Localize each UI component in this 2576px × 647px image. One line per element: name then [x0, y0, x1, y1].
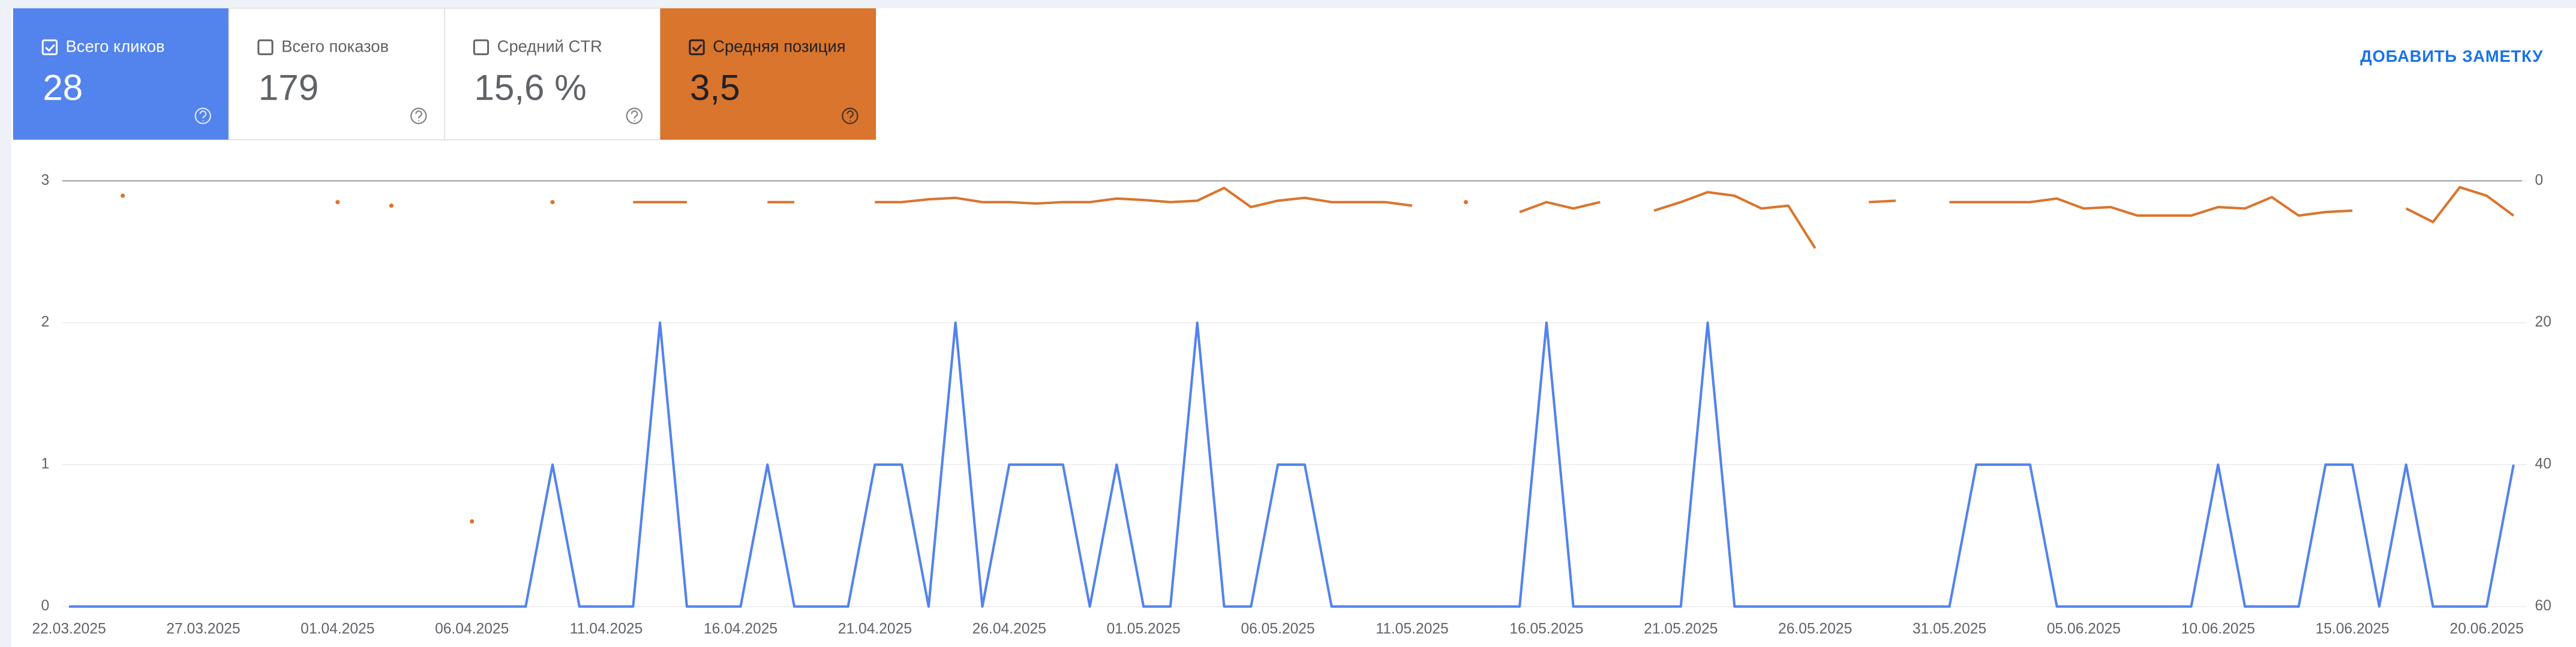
metric-card[interactable]: Всего кликов 28	[13, 8, 229, 140]
y2-tick-label: 0	[2535, 172, 2544, 188]
x-tick-label: 16.05.2025	[1509, 621, 1583, 637]
card-label: Всего кликов	[66, 37, 165, 56]
checkbox[interactable]	[473, 39, 490, 55]
help-icon[interactable]	[842, 107, 858, 124]
metric-card[interactable]: Средняя позиция 3,5	[660, 8, 876, 140]
x-tick-label: 16.04.2025	[704, 621, 777, 637]
series-line	[69, 321, 2515, 608]
metric-card[interactable]: Всего показов 179	[228, 7, 445, 140]
y-tick-label: 3	[41, 172, 49, 188]
x-tick-label: 27.03.2025	[166, 621, 240, 637]
x-tick-label: 05.06.2025	[2047, 621, 2121, 637]
x-tick-label: 21.04.2025	[838, 621, 912, 637]
x-tick-label: 21.05.2025	[1644, 621, 1718, 637]
data-point	[335, 200, 340, 205]
series-line	[1949, 196, 2353, 217]
data-point	[121, 193, 125, 198]
help-icon-glyph	[199, 110, 207, 121]
card-label: Средняя позиция	[713, 37, 845, 56]
metric-card[interactable]: Средний CTR 15,6 %	[444, 7, 661, 140]
card-background	[228, 7, 445, 140]
card-background	[13, 8, 229, 140]
x-tick-label: 06.04.2025	[435, 621, 509, 637]
help-icon[interactable]	[626, 107, 643, 124]
series-line	[2405, 185, 2515, 223]
x-tick-label: 06.05.2025	[1241, 621, 1314, 637]
series-line	[1519, 200, 1601, 214]
series-line	[1869, 199, 1896, 203]
checkmark	[45, 44, 55, 52]
x-tick-label: 11.05.2025	[1376, 621, 1448, 637]
series-line	[1653, 191, 1817, 249]
x-tick-label: 26.05.2025	[1778, 621, 1852, 637]
x-tick-label: 20.06.2025	[2450, 621, 2524, 637]
y-tick-label: 0	[41, 598, 49, 614]
checkbox[interactable]	[257, 39, 274, 55]
card-background	[660, 8, 876, 140]
help-icon-glyph	[415, 110, 422, 121]
x-tick-label: 11.04.2025	[570, 621, 643, 637]
card-label: Средний CTR	[497, 37, 602, 56]
y2-tick-label: 60	[2535, 598, 2551, 614]
help-icon[interactable]	[410, 107, 427, 124]
data-point	[550, 200, 555, 205]
card-value: 3,5	[690, 67, 740, 108]
series-line	[875, 187, 1413, 209]
help-icon-glyph	[846, 110, 854, 121]
y2-tick-label: 40	[2535, 456, 2551, 472]
x-tick-label: 31.05.2025	[1913, 621, 1986, 637]
y2-tick-label: 20	[2535, 314, 2551, 330]
x-tick-label: 15.06.2025	[2316, 621, 2389, 637]
x-tick-label: 01.05.2025	[1107, 621, 1181, 637]
chart: 0 1 2 3 0 20 40 60 22.03.2025 27.03.2025 01.04.202…	[32, 172, 2551, 637]
data-point	[470, 519, 475, 524]
card-background	[444, 7, 661, 140]
help-icon-glyph	[631, 110, 638, 121]
add-note-button[interactable]: ДОБАВИТЬ ЗАМЕТКУ	[2360, 47, 2543, 65]
data-point	[389, 203, 394, 208]
y-tick-label: 2	[41, 314, 49, 330]
help-icon[interactable]	[194, 107, 211, 124]
checkbox[interactable]	[41, 39, 58, 55]
checkbox[interactable]	[689, 39, 705, 55]
x-tick-label: 26.04.2025	[972, 621, 1046, 637]
card-label: Всего показов	[281, 37, 389, 56]
x-tick-label: 10.06.2025	[2181, 621, 2255, 637]
card-value: 28	[43, 67, 83, 108]
metric-cards: Всего кликов 28 Всего показов 179 Средний CT…	[13, 7, 876, 140]
x-tick-label: 01.04.2025	[301, 621, 374, 637]
y-tick-label: 1	[41, 456, 49, 472]
x-tick-label: 22.03.2025	[32, 621, 106, 637]
checkmark	[692, 44, 702, 52]
card-value: 15,6 %	[474, 67, 587, 108]
card-value: 179	[259, 67, 319, 108]
data-point	[1463, 200, 1469, 205]
